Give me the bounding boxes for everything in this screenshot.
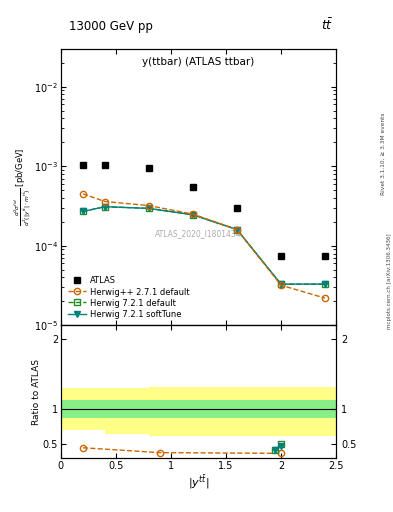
Herwig 7.2.1 default [81,208,85,215]
Line: Herwig++ 2.7.1 default: Herwig++ 2.7.1 default [80,190,328,301]
ATLAS [191,184,195,190]
Herwig 7.2.1 default [279,281,283,287]
Line: ATLAS: ATLAS [80,161,328,259]
ATLAS [323,253,327,259]
Text: y(ttbar) (ATLAS ttbar): y(ttbar) (ATLAS ttbar) [142,57,255,67]
Text: 13000 GeV pp: 13000 GeV pp [69,20,152,33]
ATLAS [103,161,107,167]
Herwig++ 2.7.1 default [191,211,195,217]
X-axis label: $|y^{t\bar{t}}|$: $|y^{t\bar{t}}|$ [188,474,209,492]
Herwig 7.2.1 softTune [81,208,85,215]
Herwig 7.2.1 softTune [147,205,151,211]
Line: Herwig 7.2.1 default: Herwig 7.2.1 default [80,204,328,287]
Herwig++ 2.7.1 default [235,226,239,232]
Line: Herwig 7.2.1 softTune: Herwig 7.2.1 softTune [80,204,328,287]
Herwig 7.2.1 softTune [323,281,327,287]
Herwig++ 2.7.1 default [279,282,283,288]
Text: Rivet 3.1.10, ≥ 3.3M events: Rivet 3.1.10, ≥ 3.3M events [381,112,386,195]
Y-axis label: Ratio to ATLAS: Ratio to ATLAS [32,359,41,425]
ATLAS [279,253,283,259]
Legend: ATLAS, Herwig++ 2.7.1 default, Herwig 7.2.1 default, Herwig 7.2.1 softTune: ATLAS, Herwig++ 2.7.1 default, Herwig 7.… [64,273,193,322]
ATLAS [147,165,151,171]
Herwig 7.2.1 default [191,212,195,218]
Herwig++ 2.7.1 default [81,191,85,197]
Y-axis label: $\frac{d^2\sigma^{fid}}{d^2(|y^{t\bar{t}}|\cdot m^{t\bar{t}})}$ [pb/GeV]: $\frac{d^2\sigma^{fid}}{d^2(|y^{t\bar{t}… [12,148,33,226]
Herwig++ 2.7.1 default [323,295,327,301]
Text: $t\bar{t}$: $t\bar{t}$ [321,18,333,33]
Herwig++ 2.7.1 default [103,199,107,205]
Herwig 7.2.1 softTune [191,212,195,218]
Herwig 7.2.1 softTune [103,204,107,210]
Text: ATLAS_2020_I1801434: ATLAS_2020_I1801434 [155,229,242,239]
Herwig 7.2.1 softTune [279,281,283,287]
Herwig 7.2.1 default [323,281,327,287]
ATLAS [81,161,85,167]
Herwig 7.2.1 default [147,205,151,211]
Herwig++ 2.7.1 default [147,203,151,209]
ATLAS [235,205,239,211]
Text: mcplots.cern.ch [arXiv:1306.3436]: mcplots.cern.ch [arXiv:1306.3436] [387,234,391,329]
Herwig 7.2.1 default [235,226,239,232]
Herwig 7.2.1 softTune [235,226,239,232]
Herwig 7.2.1 default [103,204,107,210]
